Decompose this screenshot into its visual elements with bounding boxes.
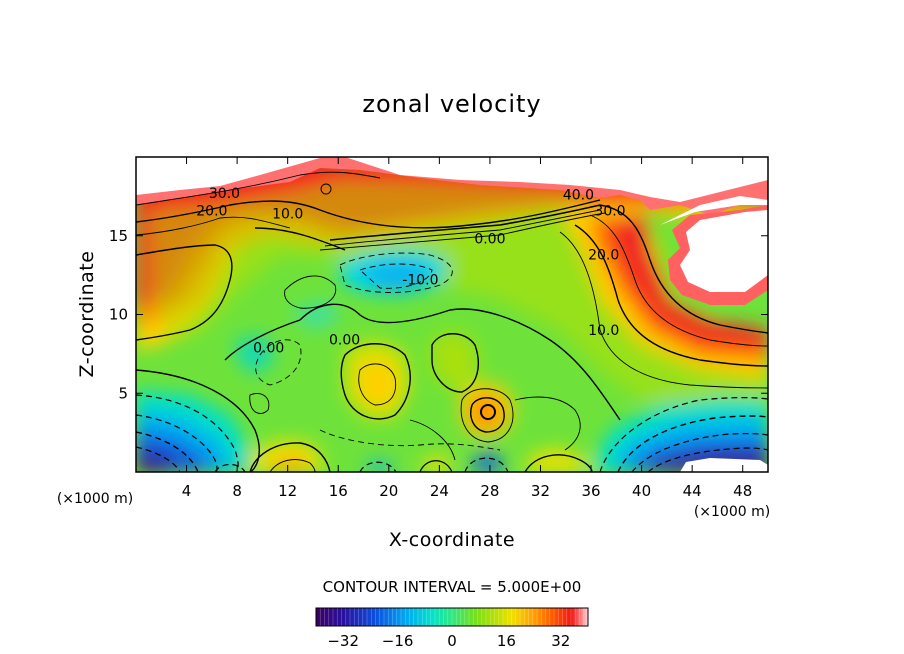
colorbar-tick-label: −16 xyxy=(382,632,414,650)
contour-label: 30.0 xyxy=(594,203,625,219)
y-axis: 5 10 15 xyxy=(109,227,768,402)
x-tick-label: 44 xyxy=(683,482,702,500)
x-tick-label: 36 xyxy=(581,482,600,500)
contour-label: 30.0 xyxy=(209,186,240,202)
missing-strip xyxy=(660,196,768,225)
x-tick-label: 40 xyxy=(632,482,651,500)
colorbar-frame xyxy=(315,607,589,627)
y-axis-label: Z-coordinate xyxy=(76,251,98,378)
contour-interval-text: CONTOUR INTERVAL = 5.000E+00 xyxy=(323,578,582,596)
contour-lines xyxy=(136,171,768,472)
colorbar-tick-label: 0 xyxy=(447,632,457,650)
x-axis-label: X-coordinate xyxy=(389,529,515,551)
x-tick-label: 28 xyxy=(480,482,499,500)
contour-label: 0.00 xyxy=(253,340,284,356)
contour-label: 20.0 xyxy=(588,247,619,263)
y-tick-label: 15 xyxy=(109,227,128,245)
colorbar-stripes xyxy=(319,608,585,626)
colorbar xyxy=(316,608,588,626)
contour-field xyxy=(136,157,768,472)
chart-title: zonal velocity xyxy=(362,90,541,118)
contour-label: 40.0 xyxy=(563,188,594,204)
x-tick-label: 24 xyxy=(430,482,449,500)
colorbar-tick-label: −32 xyxy=(327,632,359,650)
x-tick-label: 4 xyxy=(182,482,192,500)
contour-label: -10.0 xyxy=(402,273,438,289)
colorbar-tick-label: 32 xyxy=(551,632,570,650)
contour-label-layer: 30.020.0 10.040.030.00.0020.0-10.010.00.0… xyxy=(196,186,625,356)
contour-label: 10.0 xyxy=(272,206,303,222)
contour-label: 0.00 xyxy=(474,232,505,248)
contour-label: 10.0 xyxy=(588,323,619,339)
y-tick-label: 5 xyxy=(118,384,128,402)
colorbar-tick-label: 16 xyxy=(497,632,516,650)
x-unit-left: (×1000 m) xyxy=(57,491,133,507)
x-tick-label: 32 xyxy=(531,482,550,500)
x-tick-label: 8 xyxy=(232,482,242,500)
x-tick-label: 16 xyxy=(329,482,348,500)
missing-upper-left xyxy=(136,157,320,195)
x-tick-label: 12 xyxy=(278,482,297,500)
missing-bottom-right xyxy=(680,458,768,472)
contour-label: 20.0 xyxy=(196,203,227,219)
y-tick-label: 10 xyxy=(109,306,128,324)
missing-right-bulge xyxy=(680,210,768,292)
colorbar-ticks: −32 −16 0 16 32 xyxy=(327,632,570,650)
x-tick-label: 48 xyxy=(733,482,752,500)
contour-label: 0.00 xyxy=(329,332,360,348)
x-unit-right: (×1000 m) xyxy=(694,504,770,520)
x-axis: 4 8 12 16 20 24 28 32 36 40 44 48 xyxy=(182,157,752,500)
missing-upper-right xyxy=(345,157,768,202)
x-tick-label: 20 xyxy=(379,482,398,500)
